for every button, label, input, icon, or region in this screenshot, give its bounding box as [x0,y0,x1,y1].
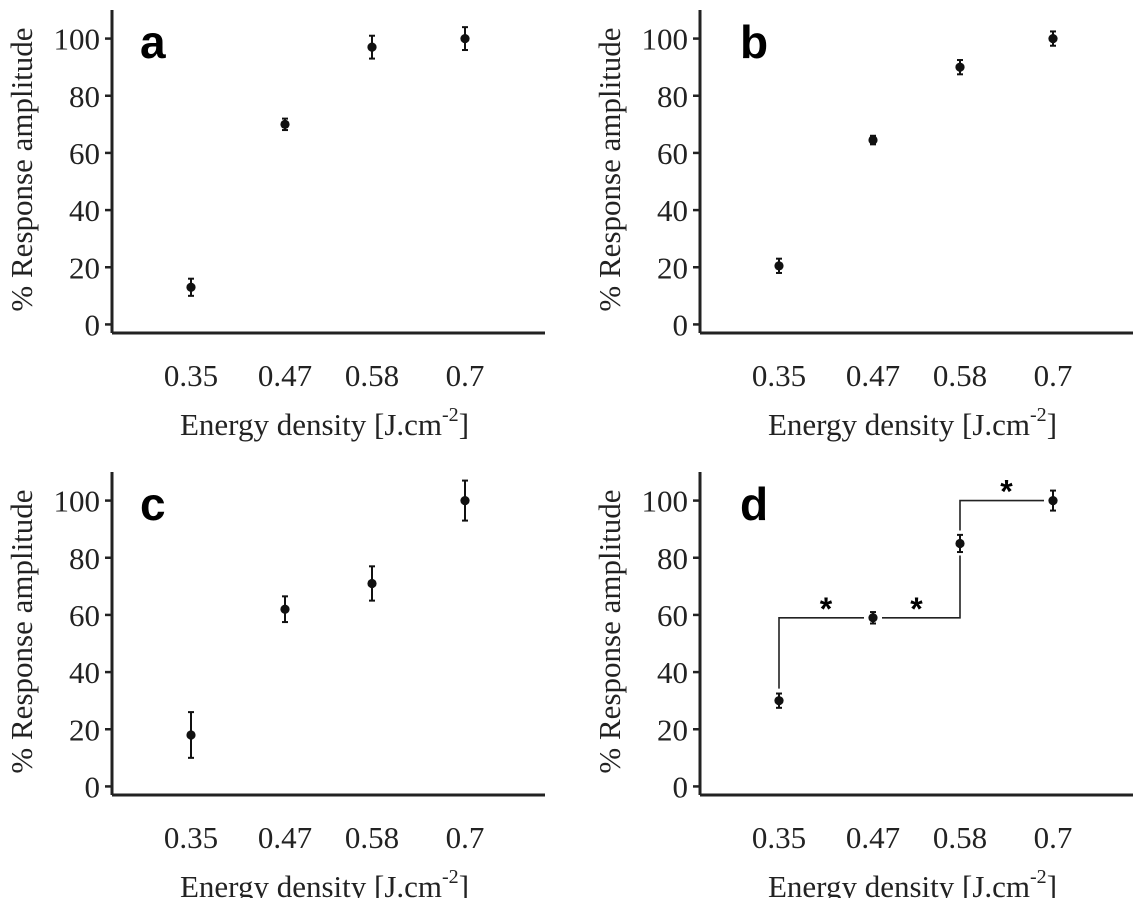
y-tick-label: 0 [85,769,101,804]
y-tick-label: 40 [69,193,100,228]
significance-bracket [882,555,961,619]
x-tick-label: 0.35 [752,820,806,855]
y-axis-title: % Response amplitude [4,27,39,311]
x-tick-label: 0.58 [345,820,399,855]
data-point [186,282,196,292]
y-tick-label: 20 [657,250,688,285]
x-tick-label: 0.47 [846,358,900,393]
y-axis-title: % Response amplitude [4,489,39,773]
data-point [868,613,878,623]
data-point [955,538,965,549]
x-axis-title: Energy density [J.cm-2] [180,404,469,442]
y-tick-label: 60 [69,598,100,633]
data-point [367,42,377,52]
y-tick-label: 60 [657,136,688,171]
data-point [955,62,965,72]
y-axis-title: % Response amplitude [592,27,627,311]
significance-star: * [910,591,923,627]
data-point [460,495,470,506]
x-tick-label: 0.7 [1034,358,1073,393]
panel-c: 0 20 40 60 80 100 0.35 0.47 0.58 0.7 Energy densit… [4,472,545,898]
panel-a: 0 20 40 60 80 100 0.35 0.47 0.58 0.7 Energy densit… [4,10,545,442]
data-point [186,730,196,740]
panel-letter: d [740,478,768,530]
x-tick-label: 0.47 [258,358,312,393]
x-tick-label: 0.47 [846,820,900,855]
y-tick-label: 80 [69,79,100,114]
y-tick-label: 60 [69,136,100,171]
data-point [367,578,377,589]
y-tick-label: 20 [69,250,100,285]
y-tick-label: 20 [657,712,688,747]
x-tick-label: 0.7 [1034,820,1073,855]
panel-d: 0 20 40 60 80 100 0.35 0.47 0.58 0.7 Energy densit… [592,472,1133,898]
x-tick-label: 0.47 [258,820,312,855]
x-tick-label: 0.35 [752,358,806,393]
y-tick-label: 80 [657,79,688,114]
y-tick-label: 100 [54,484,101,519]
data-point [774,261,784,271]
x-tick-label: 0.58 [933,820,987,855]
y-tick-label: 60 [657,598,688,633]
y-tick-label: 80 [69,541,100,576]
x-axis-title: Energy density [J.cm-2] [180,866,469,898]
x-tick-label: 0.35 [164,820,218,855]
y-tick-label: 0 [673,307,689,342]
y-tick-label: 20 [69,712,100,747]
x-tick-label: 0.58 [933,358,987,393]
y-tick-label: 40 [657,193,688,228]
panel-letter: a [140,16,166,68]
data-point [280,604,290,614]
significance-star: * [820,591,833,627]
y-tick-label: 100 [642,484,689,519]
y-tick-label: 80 [657,541,688,576]
significance-star: * [1000,474,1013,510]
data-point [280,119,290,129]
y-tick-label: 100 [642,22,689,57]
significance-bracket [959,499,1044,531]
significance-bracket [778,616,864,689]
panel-letter: b [740,16,768,68]
x-axis-title: Energy density [J.cm-2] [768,866,1057,898]
x-axis-title: Energy density [J.cm-2] [768,404,1057,442]
data-point [1048,33,1058,44]
y-tick-label: 40 [657,655,688,690]
y-tick-label: 40 [69,655,100,690]
y-tick-label: 100 [54,22,101,57]
x-tick-label: 0.35 [164,358,218,393]
data-point [1048,495,1058,506]
data-point [460,33,470,44]
x-tick-label: 0.7 [446,820,485,855]
data-point [868,135,878,145]
y-tick-label: 0 [673,769,689,804]
y-tick-label: 0 [85,307,101,342]
x-tick-label: 0.7 [446,358,485,393]
data-point [774,696,784,706]
panel-letter: c [140,478,166,530]
panel-b: 0 20 40 60 80 100 0.35 0.47 0.58 0.7 Energy densit… [592,10,1133,442]
x-tick-label: 0.58 [345,358,399,393]
y-axis-title: % Response amplitude [592,489,627,773]
